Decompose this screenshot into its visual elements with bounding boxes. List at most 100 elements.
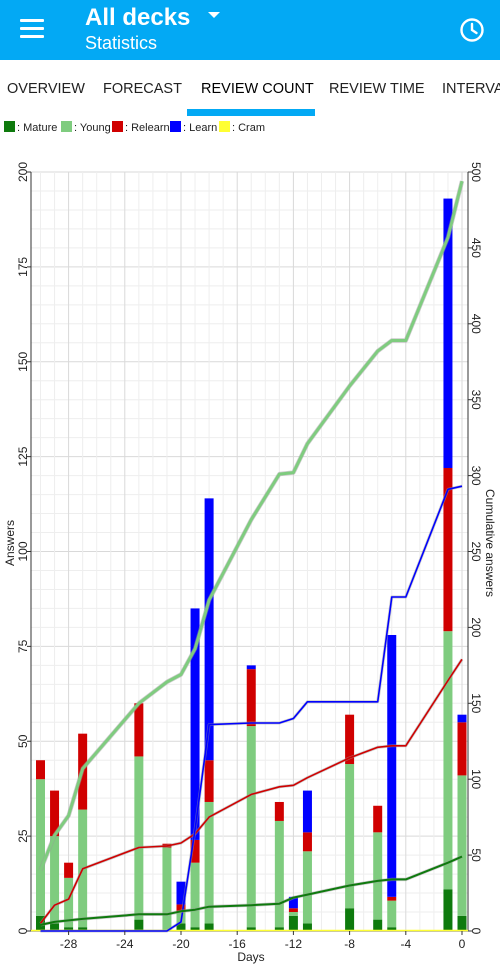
y-tick-label: 0 xyxy=(16,927,30,934)
x-tick-label: -16 xyxy=(229,937,247,951)
x-tick-label: -4 xyxy=(400,937,411,951)
y2-tick-label: 300 xyxy=(469,466,483,486)
tab-review-count[interactable]: REVIEW COUNT xyxy=(201,81,314,97)
bar-mature xyxy=(274,927,284,931)
bar-mature xyxy=(457,915,467,931)
x-tick-label: -12 xyxy=(285,937,303,951)
bar-relearn xyxy=(288,908,298,913)
bar-young xyxy=(457,775,467,916)
bar-relearn xyxy=(302,832,312,852)
bar-young xyxy=(443,631,453,890)
bar-mature xyxy=(78,927,88,931)
bar-young xyxy=(134,756,144,920)
clock-icon[interactable] xyxy=(458,16,486,44)
y-tick-label: 125 xyxy=(16,446,30,466)
y2-tick-label: 450 xyxy=(469,238,483,258)
legend-swatch xyxy=(219,121,230,132)
legend-label: : Cram xyxy=(232,122,265,134)
legend-item-relearn: : Relearn xyxy=(112,121,170,134)
cumulative-line-young xyxy=(39,180,464,871)
y-tick-label: 200 xyxy=(16,162,30,182)
stats-tabs: OVERVIEW FORECAST REVIEW COUNT REVIEW TI… xyxy=(0,60,500,118)
bar-mature xyxy=(443,889,453,931)
bar-young xyxy=(162,847,172,931)
bar-young xyxy=(274,820,284,928)
bar-relearn xyxy=(246,669,256,727)
bar-learn xyxy=(246,665,256,670)
legend-item-cram: : Cram xyxy=(219,121,265,134)
bar-relearn xyxy=(204,760,214,802)
bar-mature xyxy=(204,923,214,931)
legend-label: : Young xyxy=(74,122,111,134)
bar-relearn xyxy=(190,839,200,863)
x-tick-label: -20 xyxy=(172,937,190,951)
x-tick-label: -24 xyxy=(116,937,134,951)
y-axis-title: Answers xyxy=(3,520,17,566)
legend-item-young: : Young xyxy=(61,121,111,134)
page-subtitle: Statistics xyxy=(85,33,158,53)
bar-relearn xyxy=(443,468,453,632)
bar-learn xyxy=(190,608,200,840)
bar-young xyxy=(288,912,298,916)
y2-tick-label: 150 xyxy=(469,693,483,713)
y2-axis-title: Cumulative answers xyxy=(483,489,497,597)
x-tick-label: -28 xyxy=(60,937,78,951)
bar-learn xyxy=(288,896,298,909)
y2-tick-label: 100 xyxy=(469,769,483,789)
legend-swatch xyxy=(170,121,181,132)
x-tick-label: -8 xyxy=(344,937,355,951)
deck-title[interactable]: All decks xyxy=(85,4,191,31)
bar-relearn xyxy=(176,904,186,913)
bar-relearn xyxy=(50,790,60,837)
bar-young xyxy=(190,862,200,928)
bar-young xyxy=(50,836,60,924)
legend-label: : Relearn xyxy=(125,122,170,134)
y-tick-label: 175 xyxy=(16,257,30,277)
legend-swatch xyxy=(4,121,15,132)
tab-overview[interactable]: OVERVIEW xyxy=(7,81,85,97)
bar-young xyxy=(373,832,383,920)
bar-relearn xyxy=(373,805,383,833)
legend-swatch xyxy=(112,121,123,132)
bar-mature xyxy=(176,923,186,931)
bar-relearn xyxy=(64,862,74,878)
bar-young xyxy=(246,726,256,928)
app-bar: All decks Statistics xyxy=(0,0,500,60)
legend-item-learn: : Learn xyxy=(170,121,217,134)
y2-tick-label: 500 xyxy=(469,162,483,182)
bar-relearn xyxy=(134,703,144,757)
bar-relearn xyxy=(274,801,284,821)
bar-young xyxy=(387,900,397,928)
bar-young xyxy=(36,779,45,916)
tab-review-time[interactable]: REVIEW TIME xyxy=(329,81,425,97)
bar-learn xyxy=(204,498,214,761)
bar-mature xyxy=(345,908,355,931)
tab-forecast[interactable]: FORECAST xyxy=(103,81,182,97)
tab-intervals[interactable]: INTERVALS xyxy=(442,81,500,97)
y-tick-label: 50 xyxy=(16,734,30,748)
y-tick-label: 100 xyxy=(16,541,30,561)
x-tick-label: 0 xyxy=(459,937,466,951)
bar-young xyxy=(345,764,355,909)
bar-learn xyxy=(387,634,397,897)
bar-young xyxy=(64,877,74,928)
y-tick-label: 25 xyxy=(16,829,30,843)
bar-learn xyxy=(443,198,453,469)
bar-mature xyxy=(373,919,383,931)
active-tab-indicator xyxy=(187,109,315,116)
bar-relearn xyxy=(36,760,45,780)
y2-tick-label: 400 xyxy=(469,314,483,334)
bar-learn xyxy=(457,714,467,723)
bar-relearn xyxy=(457,722,467,776)
y-tick-label: 150 xyxy=(16,351,30,371)
bar-young xyxy=(204,801,214,924)
bar-learn xyxy=(176,881,186,905)
caret-down-icon[interactable] xyxy=(208,12,220,18)
legend-item-mature: : Mature xyxy=(4,121,57,134)
cumulative-line-mature xyxy=(40,855,463,926)
cumulative-line-learn xyxy=(40,485,463,932)
x-axis-title: Days xyxy=(237,950,264,964)
bar-mature xyxy=(64,927,74,931)
y2-tick-label: 250 xyxy=(469,541,483,561)
menu-icon[interactable] xyxy=(20,17,46,41)
